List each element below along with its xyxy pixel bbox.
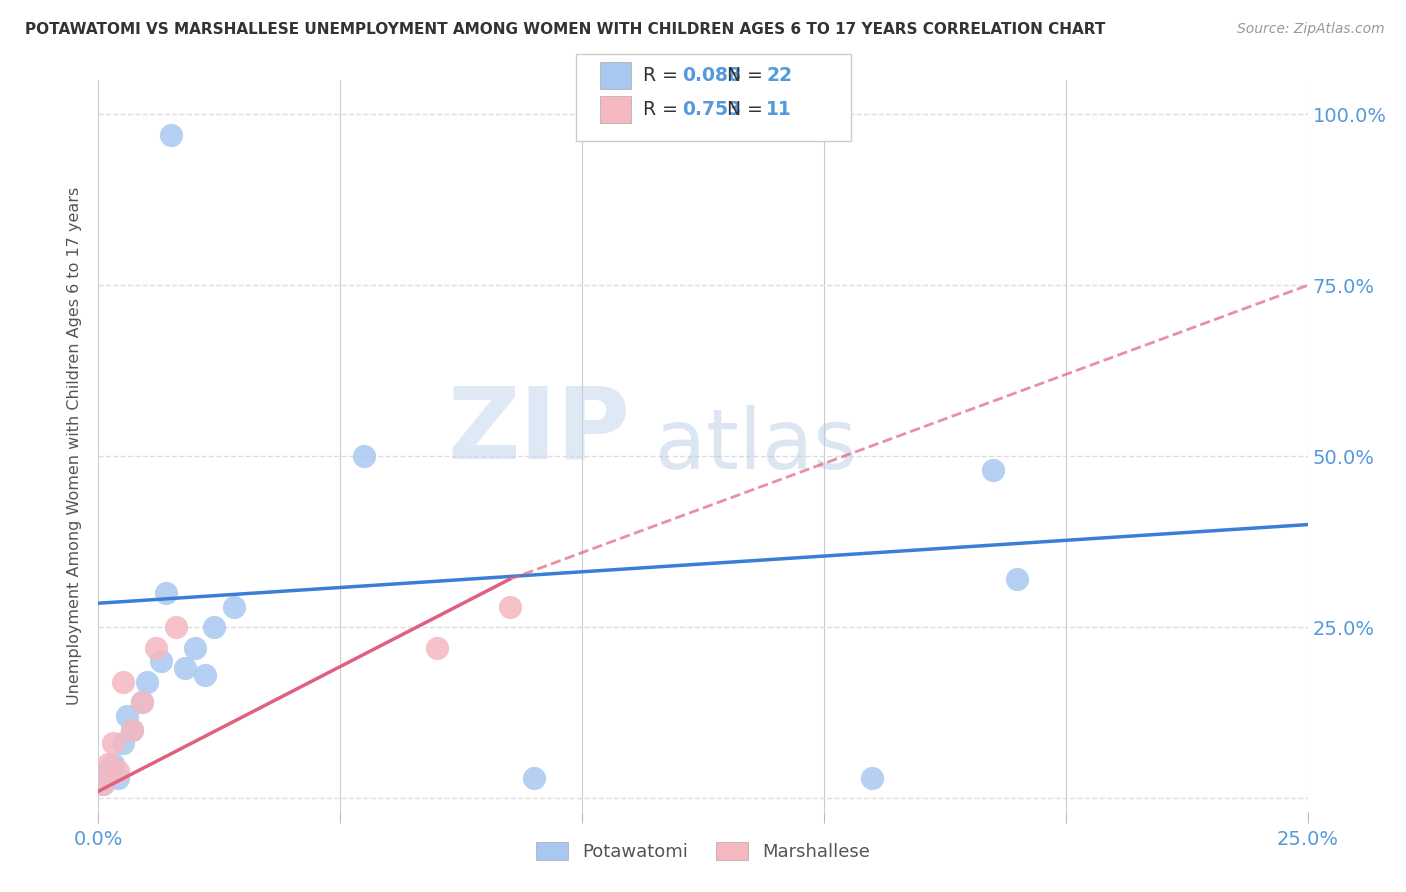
Point — [121, 723, 143, 737]
Point — [353, 449, 375, 463]
Point — [101, 736, 124, 750]
Point — [165, 620, 187, 634]
Text: 22: 22 — [766, 66, 792, 86]
Point — [101, 756, 124, 771]
Text: 0.088: 0.088 — [682, 66, 741, 86]
Point — [131, 695, 153, 709]
Point — [523, 771, 546, 785]
Point — [222, 599, 245, 614]
Point — [111, 674, 134, 689]
Point — [97, 756, 120, 771]
Point — [155, 586, 177, 600]
Text: ZIP: ZIP — [447, 383, 630, 480]
Text: R =: R = — [643, 100, 683, 120]
Point — [860, 771, 883, 785]
Text: N =: N = — [727, 66, 769, 86]
Point — [426, 640, 449, 655]
Point — [184, 640, 207, 655]
Point — [91, 777, 114, 791]
Point — [145, 640, 167, 655]
Point — [117, 709, 139, 723]
Text: N =: N = — [727, 100, 769, 120]
Point — [194, 668, 217, 682]
Point — [97, 764, 120, 778]
Point — [150, 654, 173, 668]
Text: atlas: atlas — [655, 406, 856, 486]
Text: 11: 11 — [766, 100, 792, 120]
Point — [111, 736, 134, 750]
Text: R =: R = — [643, 66, 683, 86]
Text: Source: ZipAtlas.com: Source: ZipAtlas.com — [1237, 22, 1385, 37]
Point — [1007, 572, 1029, 586]
Point — [107, 764, 129, 778]
Point — [204, 620, 226, 634]
Text: POTAWATOMI VS MARSHALLESE UNEMPLOYMENT AMONG WOMEN WITH CHILDREN AGES 6 TO 17 YE: POTAWATOMI VS MARSHALLESE UNEMPLOYMENT A… — [25, 22, 1105, 37]
Y-axis label: Unemployment Among Women with Children Ages 6 to 17 years: Unemployment Among Women with Children A… — [67, 187, 83, 705]
Point — [498, 599, 520, 614]
Point — [160, 128, 183, 142]
Point — [135, 674, 157, 689]
Point — [91, 777, 114, 791]
Text: 0.753: 0.753 — [682, 100, 741, 120]
Point — [131, 695, 153, 709]
Point — [174, 661, 197, 675]
Point — [107, 771, 129, 785]
Point — [981, 463, 1004, 477]
Point — [121, 723, 143, 737]
Legend: Potawatomi, Marshallese: Potawatomi, Marshallese — [529, 835, 877, 869]
